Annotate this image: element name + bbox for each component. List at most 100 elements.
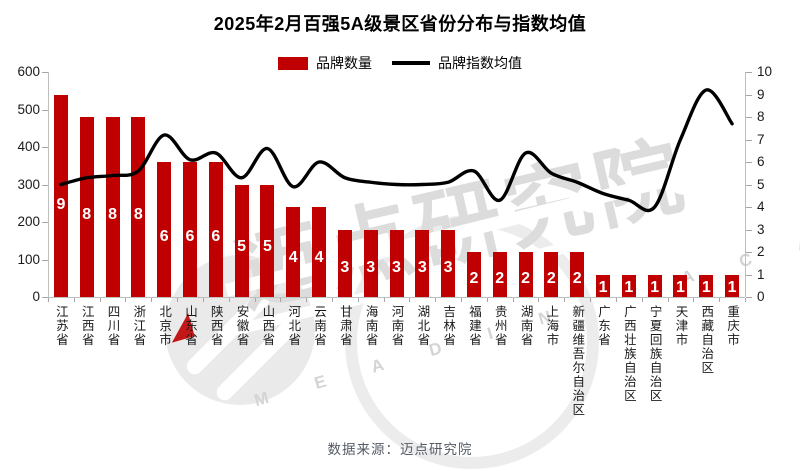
x-axis-tick [254,298,256,302]
x-axis-tick [306,298,308,302]
bar-value-label: 6 [159,227,169,245]
left-axis-tick-label: 600 [17,64,40,79]
x-axis-tick [280,298,282,302]
data-source-note: 数据来源：迈点研究院 [327,442,473,457]
x-axis-label: 广东省 [596,305,611,347]
x-axis-tick [461,298,463,302]
x-axis-label: 吉林省 [441,305,456,347]
right-axis-tick-label: 3 [757,221,765,237]
x-axis-tick [590,298,592,302]
right-axis-tick-label: 1 [757,266,765,282]
right-axis-tick [746,297,752,298]
right-axis-tick-label: 2 [757,244,765,259]
bar-value-label: 9 [56,195,66,213]
left-axis-tick [42,259,48,261]
x-axis-tick [435,298,437,302]
right-axis-tick [746,139,752,141]
legend-bar-label: 品牌数量 [316,55,372,71]
x-axis-tick [228,298,230,302]
x-axis-tick [745,298,746,302]
x-axis-label: 西藏自治区 [699,305,714,375]
x-axis-label: 山西省 [260,305,275,347]
bar-value-label: 1 [701,279,711,296]
left-axis-tick [42,72,48,73]
right-axis-tick-label: 6 [757,154,765,169]
right-axis-tick-label: 0 [757,289,765,304]
bar-value-label: 3 [366,259,376,277]
x-axis-tick [564,298,566,302]
bar-value-label: 1 [676,279,685,296]
bar-value-label: 3 [443,259,453,277]
left-axis-tick-label: 300 [17,176,40,192]
x-axis-label: 上海市 [544,305,559,347]
left-axis-tick-label: 500 [17,101,40,117]
x-axis-tick [151,298,153,302]
bar-value-label: 2 [469,269,479,287]
left-axis-tick [42,222,48,223]
x-axis-label: 海南省 [363,305,378,347]
left-axis-tick [42,184,48,186]
right-axis-tick [746,229,752,231]
x-axis-tick [512,298,514,302]
x-axis-label: 甘肃省 [337,305,352,347]
right-axis-tick [746,117,752,118]
x-axis-label: 贵州省 [492,305,507,347]
x-axis-tick [615,298,617,302]
right-axis-tick [746,252,752,253]
x-axis-tick [693,298,695,302]
bar-value-label: 8 [108,206,117,224]
x-axis-label: 天津市 [673,305,688,347]
bar-value-label: 3 [392,259,401,277]
bar-value-label: 2 [572,269,582,287]
legend: 品牌数量 品牌指数均值 [0,54,800,72]
bar-value-label: 2 [495,269,505,287]
legend-line-label: 品牌指数均值 [438,55,522,71]
legend-bar-swatch [278,56,308,70]
right-axis-tick-label: 10 [757,64,773,79]
bar-value-label: 4 [314,248,324,266]
x-axis-label: 山东省 [182,305,197,347]
left-axis-line [48,72,49,297]
x-axis-tick [383,298,385,302]
bar-value-label: 5 [262,238,272,256]
x-axis-label: 福建省 [466,305,481,347]
x-axis-tick [538,298,540,302]
x-axis-label: 江苏省 [53,305,68,347]
chart-title: 2025年2月百强5A级景区省份分布与指数均值 [213,14,587,34]
right-axis-tick-label: 5 [757,176,765,192]
x-axis-label: 新疆维吾尔自治区 [570,305,585,417]
bar-value-label: 8 [133,206,143,224]
x-axis-tick [641,298,643,302]
x-axis-tick [48,298,49,302]
x-axis-tick [719,298,721,302]
x-axis-tick [73,298,75,302]
bar-value-label: 6 [185,227,195,245]
right-axis-tick [746,162,752,163]
x-axis-tick [202,298,204,302]
bar-value-label: 1 [624,279,634,296]
left-axis-tick [42,147,48,148]
left-axis-tick-label: 200 [17,214,40,229]
x-axis-label: 浙江省 [131,305,146,347]
x-axis-tick [409,298,411,302]
bar-value-label: 2 [521,269,531,287]
left-axis-tick-label: 100 [17,251,40,267]
bar-value-label: 1 [727,279,737,296]
legend-line-swatch [392,61,430,65]
x-axis-label: 北京市 [157,305,172,347]
x-axis-label: 陕西省 [208,305,223,347]
x-axis-tick [177,298,179,302]
x-axis-label: 江西省 [79,305,94,347]
right-axis-tick [746,184,752,186]
x-axis-label: 四川省 [105,305,120,347]
left-axis-tick [42,109,48,111]
right-axis-tick [746,274,752,276]
bar-value-label: 8 [82,206,92,224]
left-axis-tick-label: 0 [32,289,40,304]
right-axis-tick [746,72,752,73]
x-axis-tick [357,298,359,302]
left-axis-tick [42,297,48,298]
right-axis-tick [746,207,752,208]
x-axis-label: 湖南省 [518,305,533,347]
